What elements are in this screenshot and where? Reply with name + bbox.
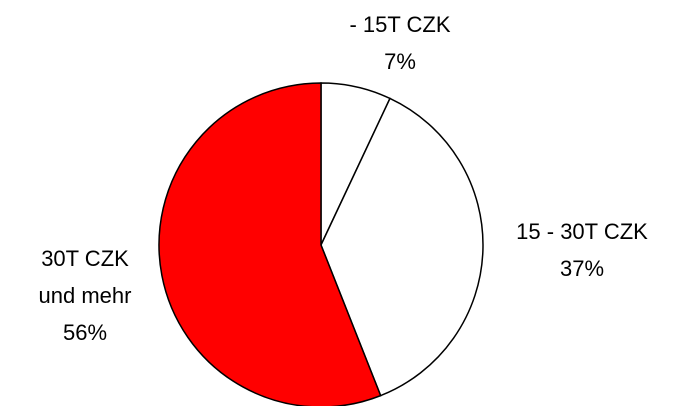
category-label: 15 - 30T CZK (516, 219, 648, 244)
value-label: 7% (384, 49, 416, 74)
pie-slice (320, 97, 484, 397)
slice-label: 15 - 30T CZK 37% (482, 213, 679, 287)
category-label: 30T CZK und mehr (38, 246, 132, 308)
value-label: 56% (62, 320, 108, 345)
category-label: - 15T CZK (349, 12, 451, 37)
slice-label: 30T CZK und mehr 56% (25, 240, 145, 351)
value-label: 37% (559, 256, 605, 281)
slice-label: - 15T CZK 7% (300, 6, 500, 80)
